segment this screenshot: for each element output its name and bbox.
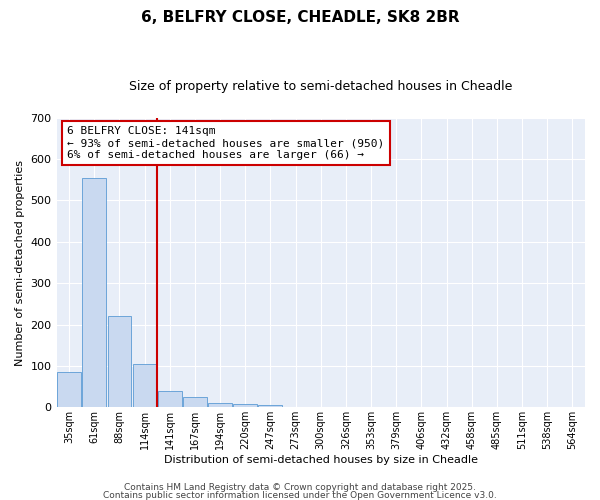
Bar [133, 364, 157, 408]
Text: Contains public sector information licensed under the Open Government Licence v3: Contains public sector information licen… [103, 491, 497, 500]
Bar [183, 397, 207, 407]
Text: 6 BELFRY CLOSE: 141sqm
← 93% of semi-detached houses are smaller (950)
6% of sem: 6 BELFRY CLOSE: 141sqm ← 93% of semi-det… [67, 126, 385, 160]
X-axis label: Distribution of semi-detached houses by size in Cheadle: Distribution of semi-detached houses by … [164, 455, 478, 465]
Title: Size of property relative to semi-detached houses in Cheadle: Size of property relative to semi-detach… [129, 80, 512, 93]
Bar [158, 390, 182, 407]
Bar [208, 403, 232, 407]
Bar [259, 405, 283, 407]
Text: 6, BELFRY CLOSE, CHEADLE, SK8 2BR: 6, BELFRY CLOSE, CHEADLE, SK8 2BR [140, 10, 460, 25]
Y-axis label: Number of semi-detached properties: Number of semi-detached properties [15, 160, 25, 366]
Bar [107, 316, 131, 408]
Bar [82, 178, 106, 408]
Text: Contains HM Land Registry data © Crown copyright and database right 2025.: Contains HM Land Registry data © Crown c… [124, 484, 476, 492]
Bar [233, 404, 257, 407]
Bar [57, 372, 81, 408]
